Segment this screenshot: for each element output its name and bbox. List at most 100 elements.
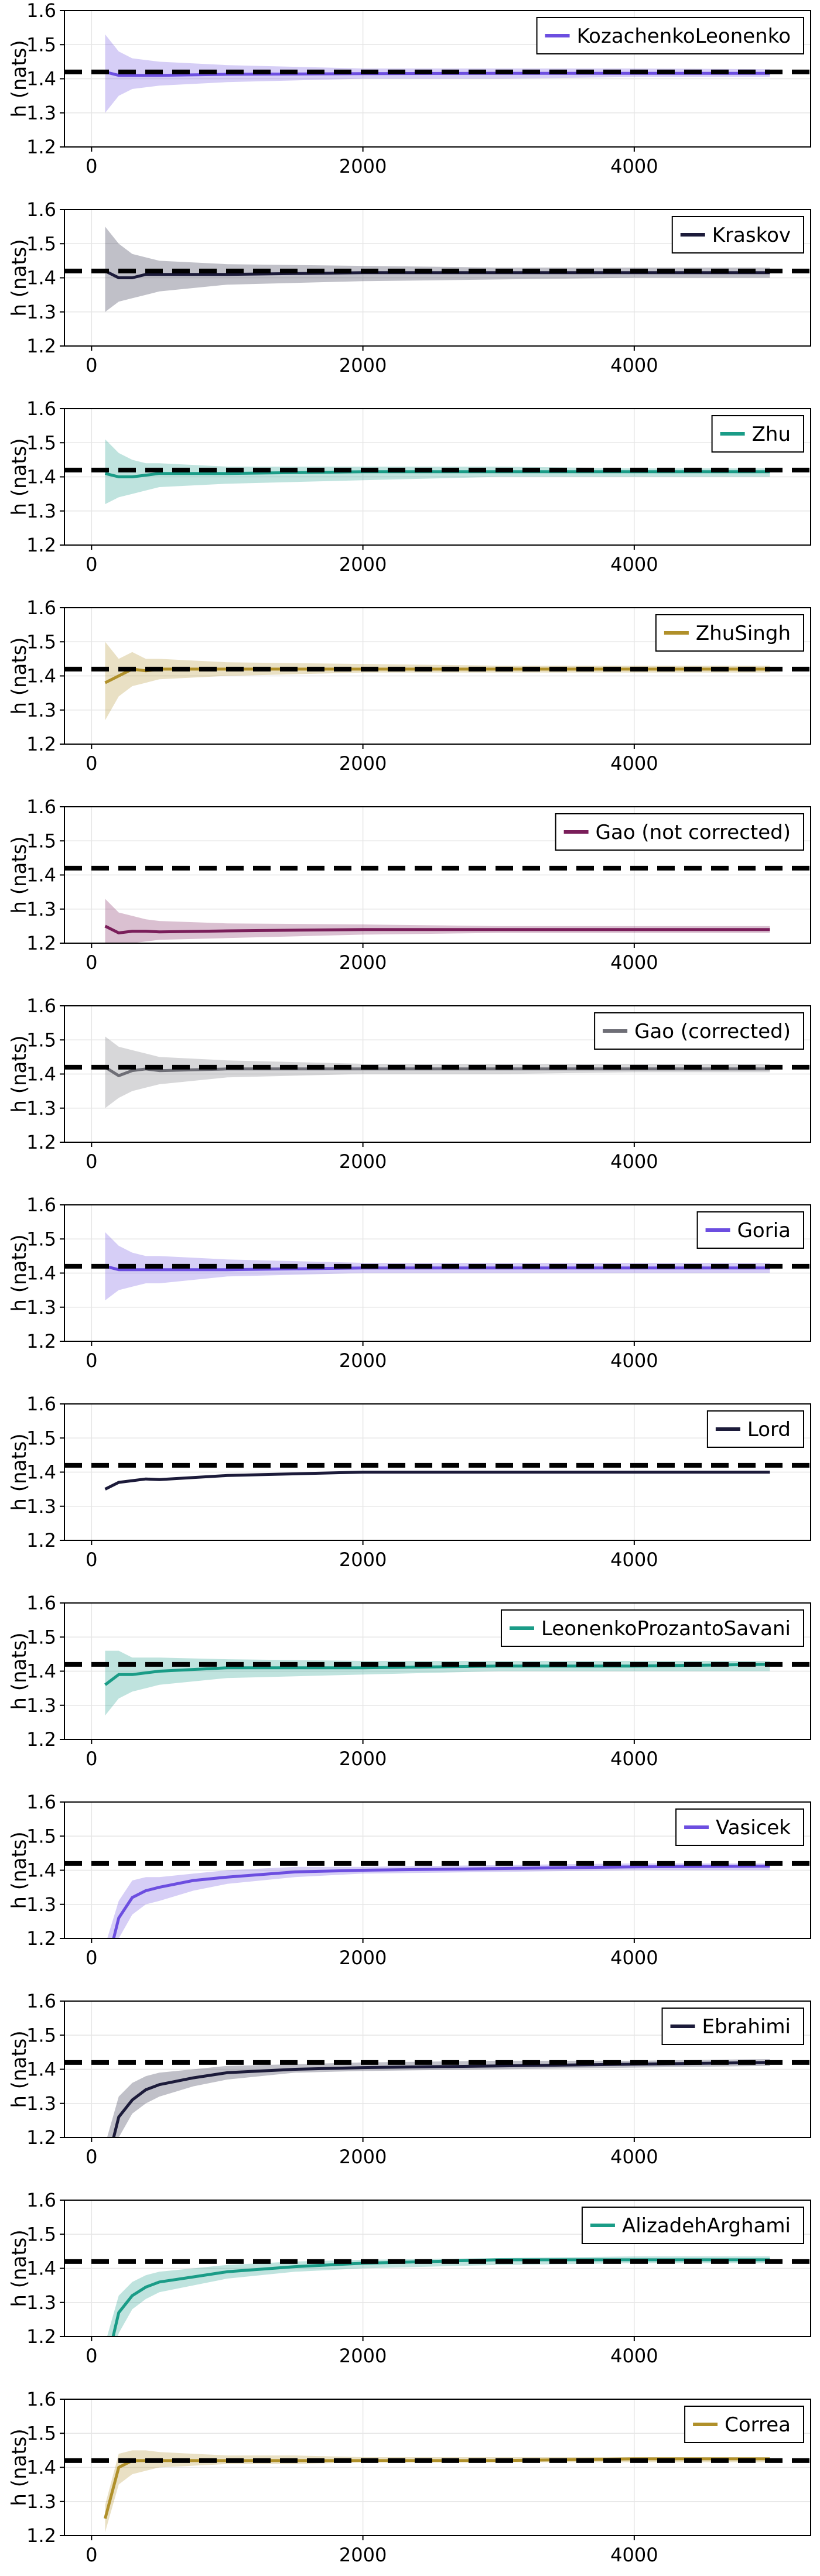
y-tick-label: 1.4 — [26, 2457, 56, 2479]
x-tick-label: 0 — [86, 2544, 97, 2566]
confidence-band — [105, 1650, 770, 1716]
y-tick-label: 1.5 — [26, 2422, 56, 2444]
legend-label: LeonenkoProzantoSavani — [541, 1617, 791, 1640]
panel-10: 1.2 1.3 1.4 1.5 1.6 0 2000 4000 h (nats) Vasicek — [8, 1791, 811, 1969]
legend-label: Correa — [725, 2413, 791, 2437]
y-tick-label: 1.3 — [26, 1893, 56, 1916]
x-tick-label: 4000 — [610, 1349, 658, 1372]
confidence-band — [107, 1863, 770, 1938]
legend-label: AlizadehArghami — [622, 2214, 791, 2238]
y-tick-label: 1.2 — [26, 136, 56, 158]
y-tick-label: 1.4 — [26, 267, 56, 289]
legend-box — [500, 1609, 804, 1647]
y-axis-label: h (nats) — [8, 438, 31, 515]
y-tick-label: 1.3 — [26, 699, 56, 721]
y-tick-label: 1.2 — [26, 1927, 56, 1950]
legend: Goria — [696, 1211, 804, 1249]
legend-label: Gao (corrected) — [634, 1020, 791, 1043]
legend: Kraskov — [671, 216, 804, 254]
x-tick-label: 2000 — [339, 951, 387, 974]
x-tick-label: 2000 — [339, 1349, 387, 1372]
y-tick-label: 1.2 — [26, 2524, 56, 2547]
legend-label: KozachenkoLeonenko — [577, 25, 791, 48]
y-tick-label: 1.3 — [26, 898, 56, 920]
y-tick-label: 1.4 — [26, 1461, 56, 1484]
y-axis-label: h (nats) — [8, 836, 31, 913]
y-axis-label: h (nats) — [8, 1433, 31, 1510]
y-tick-label: 1.5 — [26, 1029, 56, 1051]
panel-7: 1.2 1.3 1.4 1.5 1.6 0 2000 4000 h (nats) Goria — [8, 1194, 811, 1372]
y-tick-label: 1.5 — [26, 2223, 56, 2245]
y-tick-label: 1.3 — [26, 1495, 56, 1517]
y-tick-label: 1.6 — [26, 1990, 56, 2012]
estimate-line — [112, 2061, 770, 2137]
y-tick-label: 1.4 — [26, 2058, 56, 2081]
y-tick-label: 1.3 — [26, 500, 56, 522]
y-tick-label: 1.3 — [26, 1097, 56, 1119]
y-tick-label: 1.4 — [26, 1660, 56, 1683]
legend-box — [555, 813, 804, 851]
y-tick-label: 1.2 — [26, 1728, 56, 1751]
x-tick-label: 4000 — [610, 2345, 658, 2367]
x-tick-label: 4000 — [610, 1150, 658, 1173]
y-axis-label: h (nats) — [8, 2030, 31, 2108]
legend-box — [536, 17, 804, 54]
x-tick-label: 4000 — [610, 1947, 658, 1969]
legend-label: Goria — [737, 1219, 791, 1242]
legend: KozachenkoLeonenko — [536, 17, 804, 54]
x-tick-label: 2000 — [339, 1549, 387, 1571]
y-tick-label: 1.5 — [26, 431, 56, 454]
y-tick-label: 1.6 — [26, 398, 56, 420]
legend-box — [594, 1012, 804, 1050]
y-tick-label: 1.3 — [26, 301, 56, 323]
y-tick-label: 1.4 — [26, 1859, 56, 1882]
y-tick-label: 1.4 — [26, 665, 56, 687]
y-tick-label: 1.4 — [26, 466, 56, 488]
plot-area — [107, 1863, 770, 1938]
plot-area — [107, 2059, 770, 2137]
confidence-band — [107, 2059, 770, 2137]
legend: ZhuSingh — [655, 614, 804, 652]
x-tick-label: 0 — [86, 2345, 97, 2367]
y-tick-label: 1.6 — [26, 1791, 56, 1813]
estimate-line — [104, 924, 770, 934]
y-axis-label: h (nats) — [8, 2428, 31, 2506]
x-tick-label: 0 — [86, 1150, 97, 1173]
y-tick-label: 1.2 — [26, 1529, 56, 1551]
y-tick-label: 1.5 — [26, 1825, 56, 1847]
legend-label: Kraskov — [712, 224, 791, 247]
legend-label: Vasicek — [716, 1816, 791, 1839]
panel-9: 1.2 1.3 1.4 1.5 1.6 0 2000 4000 h (nats) Leonenko… — [8, 1592, 811, 1770]
y-tick-label: 1.3 — [26, 2291, 56, 2314]
legend-box — [581, 2207, 804, 2244]
panel-2: 1.2 1.3 1.4 1.5 1.6 0 2000 4000 h (nats) Kraskov — [8, 198, 811, 376]
y-tick-label: 1.2 — [26, 335, 56, 357]
y-tick-label: 1.2 — [26, 1131, 56, 1153]
x-tick-label: 2000 — [339, 1947, 387, 1969]
legend: Gao (not corrected) — [555, 813, 804, 851]
x-tick-label: 0 — [86, 2146, 97, 2168]
y-tick-label: 1.5 — [26, 1626, 56, 1648]
x-tick-label: 2000 — [339, 2544, 387, 2566]
y-tick-label: 1.5 — [26, 232, 56, 255]
legend-label: Zhu — [752, 423, 791, 446]
confidence-band — [105, 1232, 770, 1301]
x-tick-label: 2000 — [339, 752, 387, 775]
x-tick-label: 2000 — [339, 1150, 387, 1173]
y-tick-label: 1.6 — [26, 2388, 56, 2410]
panel-1: 1.2 1.3 1.4 1.5 1.6 0 2000 4000 h (nats) Kozachen… — [8, 0, 811, 177]
y-axis-label: h (nats) — [8, 1035, 31, 1112]
y-tick-label: 1.6 — [26, 1194, 56, 1216]
legend: LeonenkoProzantoSavani — [500, 1609, 804, 1647]
x-tick-label: 2000 — [339, 2146, 387, 2168]
x-tick-label: 2000 — [339, 354, 387, 376]
y-tick-label: 1.3 — [26, 1694, 56, 1717]
legend-label: ZhuSingh — [696, 622, 791, 645]
x-tick-label: 2000 — [339, 2345, 387, 2367]
x-tick-label: 0 — [86, 1549, 97, 1571]
legend-label: Gao (not corrected) — [596, 821, 791, 844]
confidence-band — [105, 899, 770, 943]
y-tick-label: 1.3 — [26, 102, 56, 124]
plot-area — [104, 1650, 770, 1716]
